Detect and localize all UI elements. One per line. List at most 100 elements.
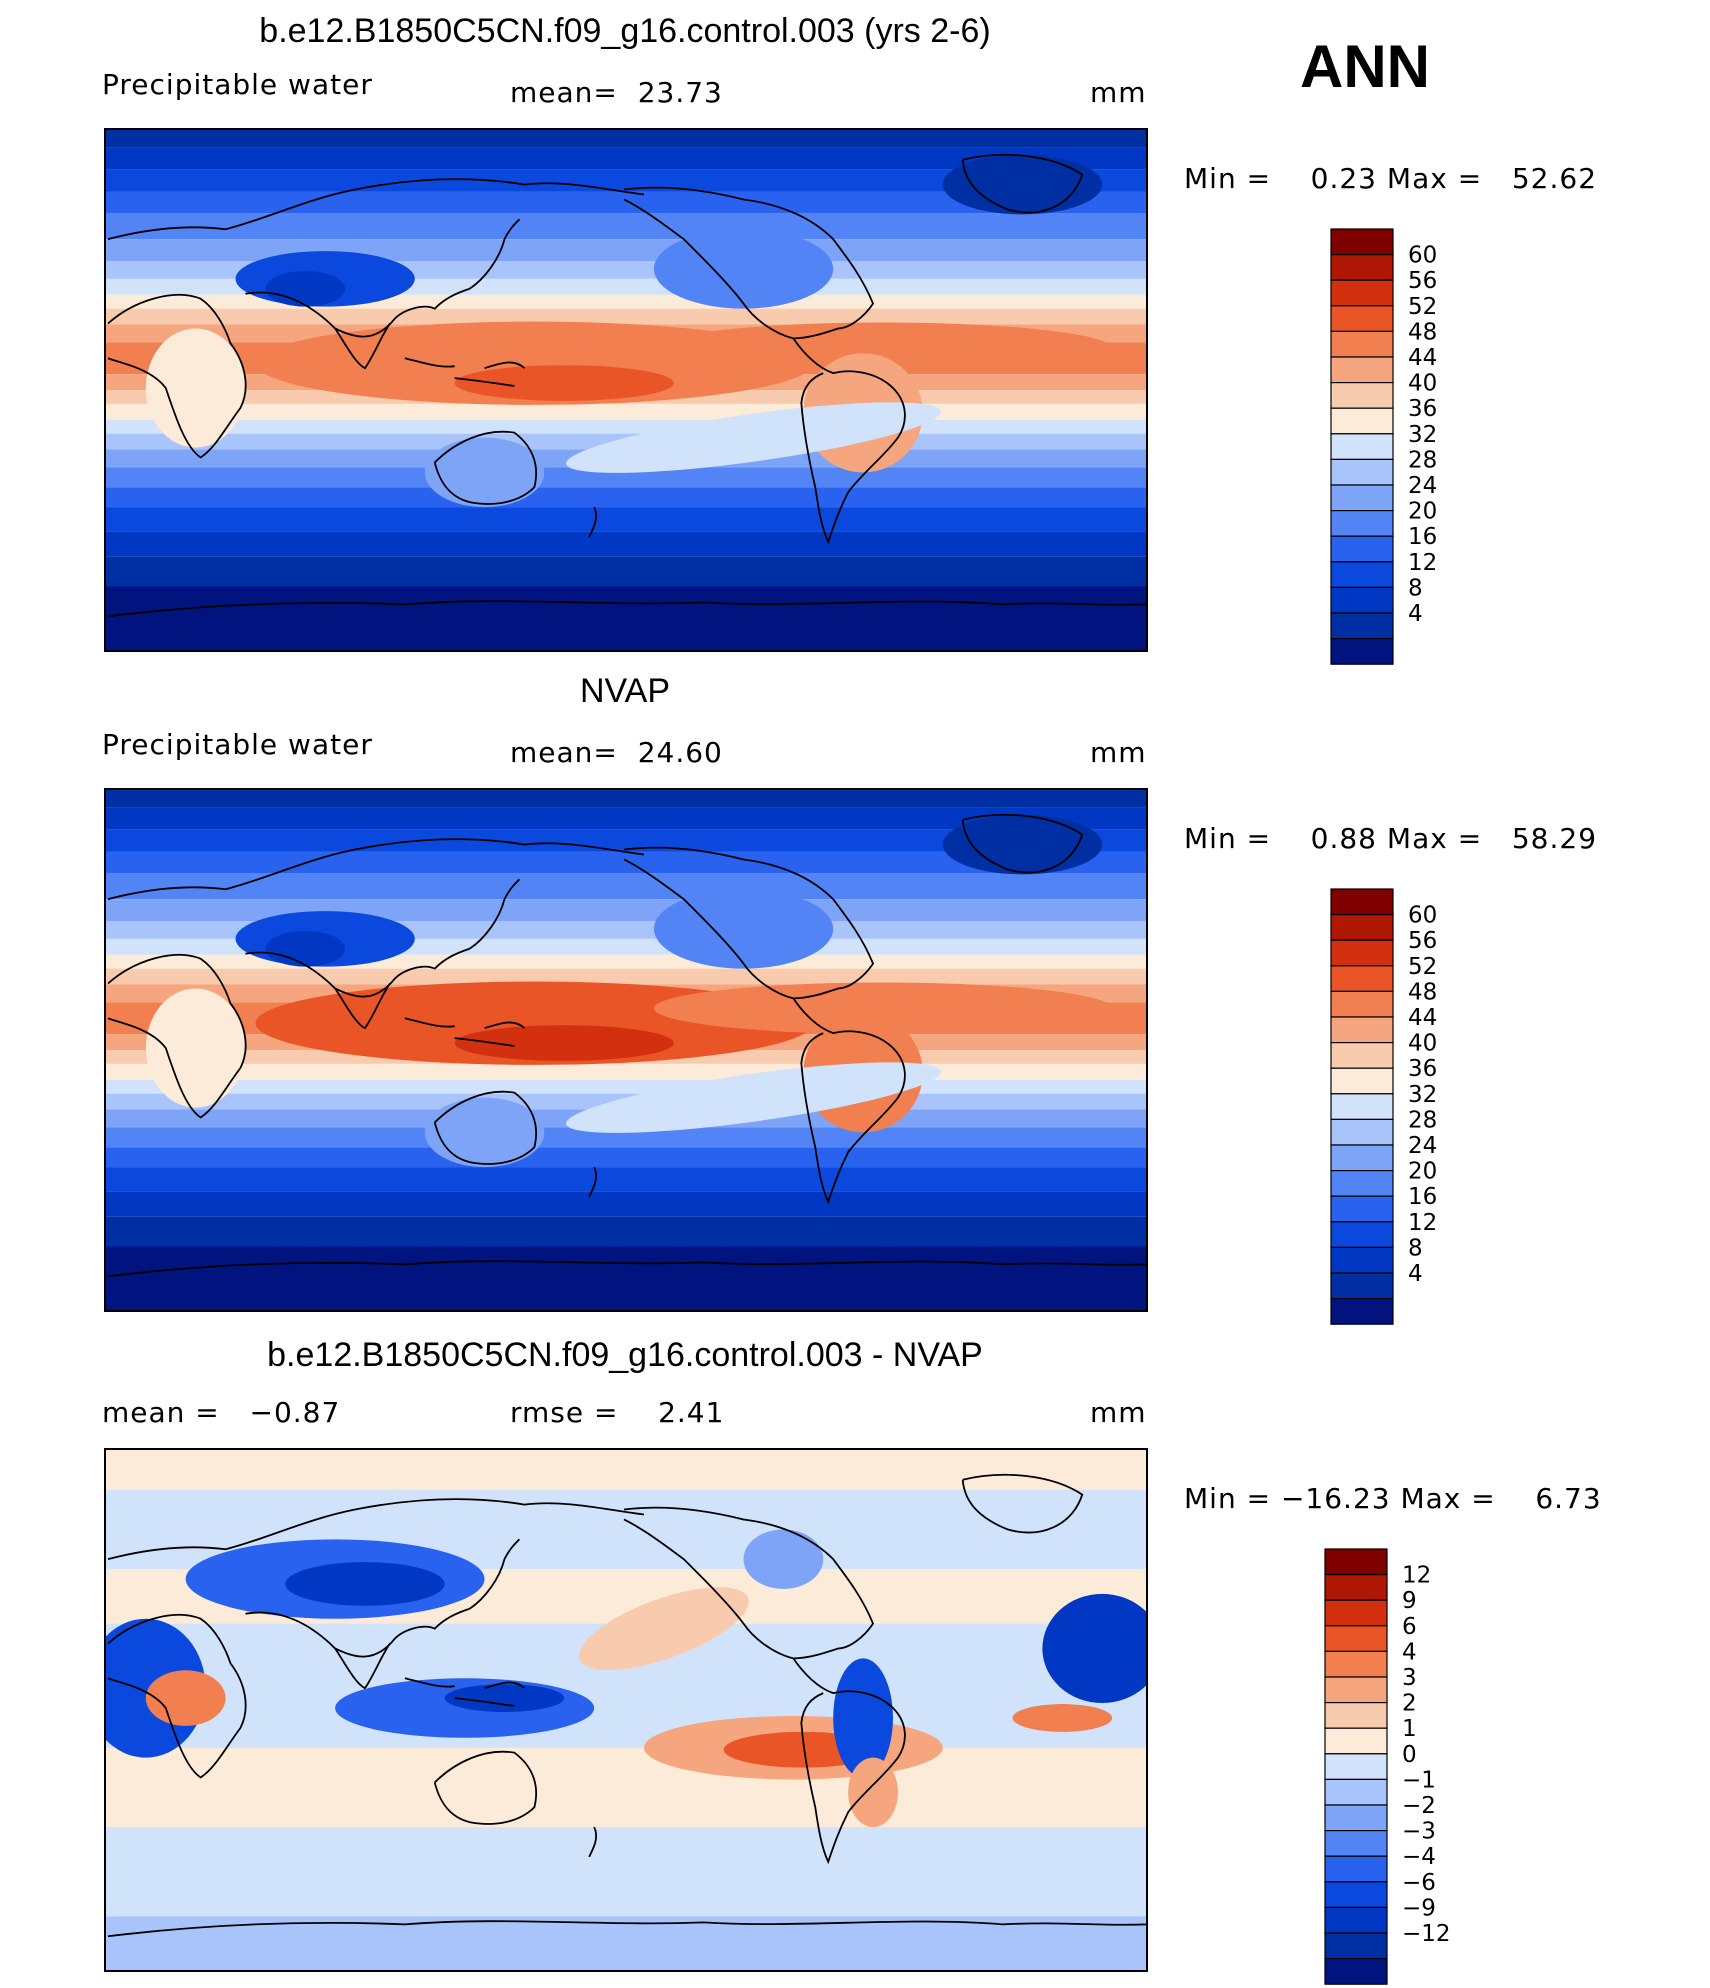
colorbar-swatch [1324,1548,1388,1576]
colorbar-tick-label: 4 [1402,1639,1417,1665]
colorbar-tick-label: 12 [1408,1210,1437,1236]
coastline [961,153,1084,214]
contour-band [106,1216,1146,1247]
colorbar-swatch [1330,535,1394,563]
panel3-units: mm [1090,1396,1147,1429]
panel3-max-label: Max = [1400,1482,1496,1515]
panel3-colorbar: 12 9 6 4 3 2 1 0 −1 −2 −3 −4 −6 −9 −12 [1324,1548,1474,1988]
colorbar-swatch [1330,1042,1394,1069]
colorbar-swatch [1330,279,1394,307]
contour-region [566,402,941,473]
coastline [107,178,645,241]
colorbar-swatch [1330,510,1394,537]
coastline [623,1506,875,1660]
colorbar-tick-label: 28 [1408,1107,1437,1133]
contour-band [106,1147,1146,1168]
colorbar-swatch [1330,990,1394,1018]
colorbar-swatch [1330,1067,1394,1095]
contour-band [106,419,1146,434]
panel3-rmse-label: rmse = [510,1396,619,1429]
colorbar-tick-label: 20 [1408,499,1437,525]
contour-band [106,507,1146,532]
colorbar-tick-label: −2 [1402,1793,1436,1819]
panel2-max-value: 58.29 [1511,822,1598,855]
colorbar-swatch [1330,1093,1394,1121]
contour-band [106,1167,1146,1192]
colorbar-tick-label: 4 [1408,601,1423,627]
colorbar-tick-label: 40 [1408,1031,1437,1057]
contour-band [106,147,1146,170]
colorbar-tick-label: 8 [1408,1235,1423,1261]
colorbar-tick-label: 32 [1408,422,1437,448]
contour-band [106,169,1146,192]
colorbar-tick-label: 12 [1408,550,1437,576]
contour-band [106,968,1146,985]
panel1-min-value: 0.23 [1310,162,1377,195]
coastline [792,337,906,545]
contour-band [106,873,1146,900]
colorbar-swatch [1324,1830,1388,1857]
contour-region [265,930,346,967]
colorbar-swatch [1330,939,1394,967]
colorbar-tick-label: −4 [1402,1844,1436,1870]
colorbar-tick-label: 0 [1402,1742,1417,1768]
colorbar-tick-label: 12 [1402,1563,1431,1589]
contour-band [106,1191,1146,1217]
contour-band [106,403,1146,420]
contour-band [106,308,1146,325]
coastline [107,600,1146,618]
contour-band [106,807,1146,830]
contour-region [653,229,834,309]
colorbar-tick-label: −6 [1402,1870,1436,1896]
colorbar-swatch [1330,1221,1394,1248]
colorbar-swatch [1330,484,1394,512]
colorbar-swatch [1324,1727,1388,1755]
contour-band [106,487,1146,508]
coastline [334,983,391,1030]
panel2-variable: Precipitable water [102,728,373,761]
contour-band [106,130,1146,148]
colorbar-swatch [1330,888,1394,916]
contour-region [1012,1704,1113,1732]
panel2-units: mm [1090,736,1147,769]
colorbar-tick-label: 48 [1408,979,1437,1005]
coastline [469,878,521,950]
colorbar-tick-label: 4 [1408,1261,1423,1287]
colorbar-tick-label: 1 [1402,1716,1417,1742]
colorbar-swatch [1330,1246,1394,1274]
colorbar-swatch [1330,305,1394,333]
coastline [588,1826,598,1858]
contour-region [1042,1593,1146,1704]
colorbar-swatch [1330,965,1394,993]
contour-region [424,437,545,508]
panel3-title: b.e12.B1850C5CN.f09_g16.control.003 - NV… [267,1336,983,1374]
contour-band [106,1063,1146,1080]
panel3-mean-value: −0.87 [249,1396,341,1429]
contour-band [106,1450,1146,1490]
colorbar-tick-label: −3 [1402,1819,1436,1845]
colorbar-tick-label: 6 [1402,1614,1417,1640]
panel1-map [104,128,1148,652]
colorbar-tick-label: 28 [1408,447,1437,473]
panel2-title: NVAP [579,672,671,710]
contour-band [106,213,1146,240]
colorbar-swatch [1330,586,1394,614]
panel2-max-label: Max = [1386,822,1483,855]
contour-region [444,1684,565,1712]
colorbar-tick-label: −1 [1402,1767,1436,1793]
colorbar-tick-label: 32 [1408,1082,1437,1108]
panel1-title: b.e12.B1850C5CN.f09_g16.control.003 (yrs… [259,12,991,50]
colorbar-swatch [1330,228,1394,256]
coastline [404,1677,526,1707]
colorbar-tick-label: 48 [1408,319,1437,345]
panel3-mean-label: mean = [102,1396,220,1429]
contour-region [653,982,1113,1035]
colorbar-tick-label: 9 [1402,1588,1417,1614]
contour-band [106,1079,1146,1094]
colorbar-tick-label: 8 [1408,575,1423,601]
colorbar-swatch [1330,254,1394,281]
colorbar-swatch [1330,561,1394,588]
coastline [961,1473,1084,1534]
panel2-map [104,788,1148,1312]
panel1-variable: Precipitable water [102,68,373,101]
